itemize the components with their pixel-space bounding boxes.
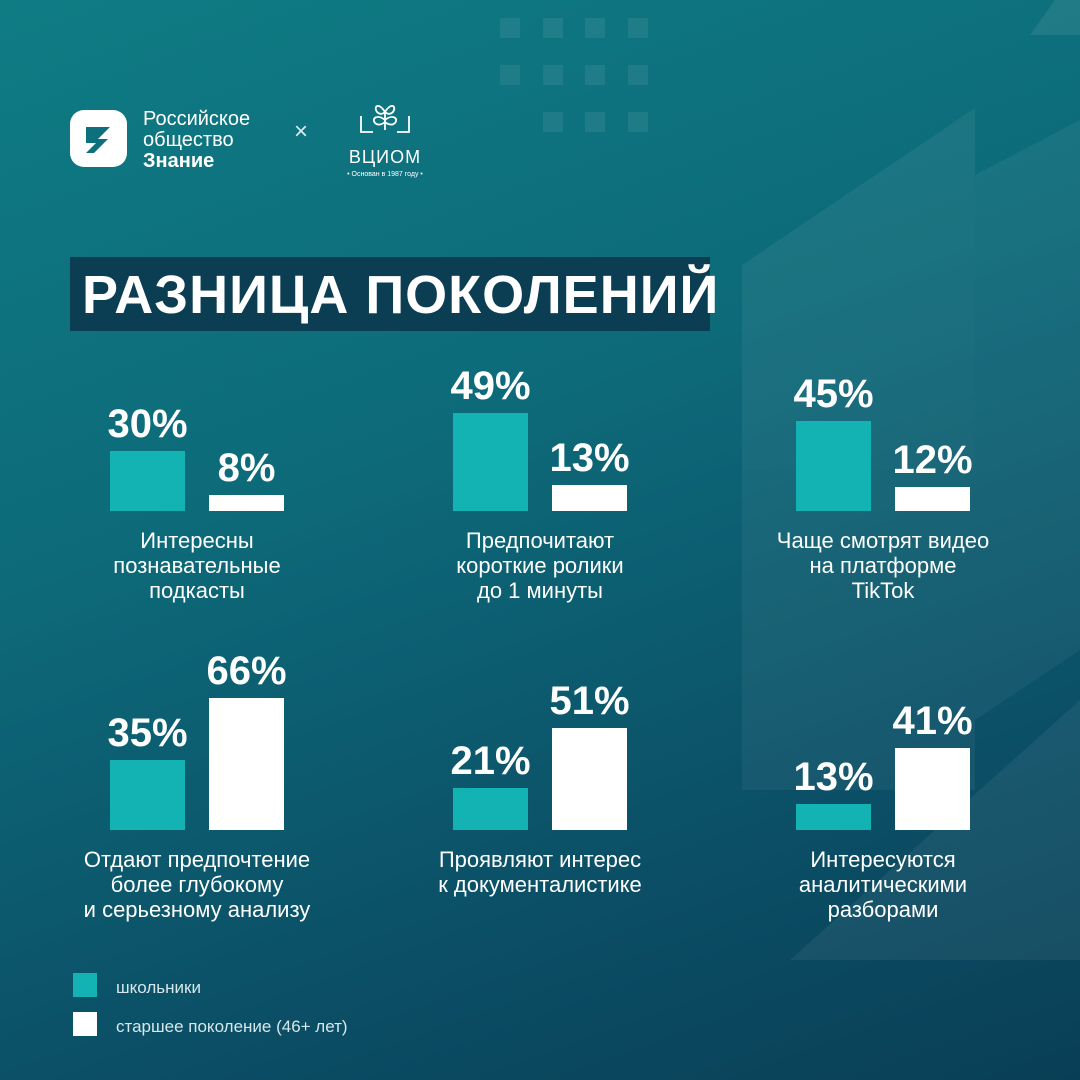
value-label-older: 66% — [206, 649, 286, 693]
caption-line: Интересуются — [810, 847, 956, 872]
group-caption: Чаще смотрят видео на платформе TikTok — [733, 528, 1033, 603]
bg-square — [543, 112, 563, 132]
caption-line: Отдают предпочтение — [83, 847, 311, 872]
caption-line: короткие ролики — [456, 553, 624, 578]
bar-older — [552, 485, 627, 511]
caption-line: Интересны — [140, 528, 254, 553]
caption-line: Чаще смотрят видео — [776, 528, 990, 553]
bg-shape-lower — [742, 470, 975, 790]
bar-students — [110, 451, 185, 511]
bar-older — [895, 748, 970, 830]
vciom-name: ВЦИОМ — [349, 147, 421, 167]
legend-label-older: старшее поколение (46+ лет) — [116, 1017, 348, 1036]
bg-square — [628, 65, 648, 85]
caption-line: до 1 минуты — [477, 578, 603, 603]
page-title: РАЗНИЦА ПОКОЛЕНИЙ — [82, 265, 720, 325]
bar-students — [796, 804, 871, 830]
group-caption: Предпочитают короткие ролики до 1 минуты — [390, 528, 690, 603]
logo-separator: × — [294, 118, 309, 145]
legend-swatch-students — [73, 973, 97, 997]
znanie-logo-text: Российское общество Знание — [143, 109, 250, 172]
bg-square — [500, 65, 520, 85]
group-caption: Отдают предпочтение более глубокому и се… — [47, 847, 347, 922]
tree-icon — [360, 105, 410, 133]
value-label-older: 12% — [892, 438, 972, 482]
value-label-older: 13% — [549, 436, 629, 480]
value-label-students: 45% — [793, 372, 873, 416]
value-label-students: 13% — [793, 755, 873, 799]
value-label-older: 8% — [218, 446, 276, 490]
caption-line: аналитическими — [798, 872, 968, 897]
znanie-logo-icon — [70, 110, 127, 167]
bg-shape-upper — [742, 108, 975, 470]
bg-shape-corner — [1030, 0, 1080, 35]
caption-line: и серьезному анализу — [83, 897, 311, 922]
value-label-students: 21% — [450, 739, 530, 783]
bar-students — [110, 760, 185, 830]
bar-students — [453, 788, 528, 830]
bar-students — [796, 421, 871, 511]
bg-square — [628, 112, 648, 132]
vciom-tagline: • Основан в 1987 году • — [347, 171, 423, 178]
bar-older — [209, 495, 284, 511]
group-caption: Проявляют интерес к документалистике — [390, 847, 690, 897]
caption-line: познавательные — [113, 553, 281, 578]
caption-line: к документалистике — [438, 872, 642, 897]
value-label-older: 41% — [892, 699, 972, 743]
value-label-students: 35% — [107, 711, 187, 755]
bg-square — [543, 18, 563, 38]
title-box: РАЗНИЦА ПОКОЛЕНИЙ — [70, 257, 718, 331]
group-caption: Интересуются аналитическими разборами — [733, 847, 1033, 922]
bar-older — [895, 487, 970, 511]
logo-line-2: общество — [143, 129, 234, 151]
bg-square — [585, 18, 605, 38]
bg-square — [500, 18, 520, 38]
value-label-older: 51% — [549, 679, 629, 723]
group-caption: Интересны познавательные подкасты — [47, 528, 347, 603]
vciom-logo: ВЦИОМ • Основан в 1987 году • — [347, 105, 423, 178]
legend-swatch-older — [73, 1012, 97, 1036]
caption-line: подкасты — [149, 578, 245, 603]
bg-square — [585, 65, 605, 85]
caption-line: разборами — [827, 897, 939, 922]
logo-line-1: Российское — [143, 108, 251, 130]
bar-older — [209, 698, 284, 830]
bar-students — [453, 413, 528, 511]
bg-square — [628, 18, 648, 38]
bar-older — [552, 728, 627, 830]
caption-line: Проявляют интерес — [438, 847, 642, 872]
caption-line: Предпочитают — [465, 528, 615, 553]
bg-square — [543, 65, 563, 85]
bg-shape-right — [975, 120, 1080, 720]
value-label-students: 30% — [107, 402, 187, 446]
legend-label-students: школьники — [116, 978, 201, 997]
bg-square — [585, 112, 605, 132]
caption-line: TikTok — [851, 578, 915, 603]
logo-line-3: Знание — [143, 150, 215, 172]
value-label-students: 49% — [450, 364, 530, 408]
caption-line: на платформе — [809, 553, 957, 578]
caption-line: более глубокому — [110, 872, 284, 897]
